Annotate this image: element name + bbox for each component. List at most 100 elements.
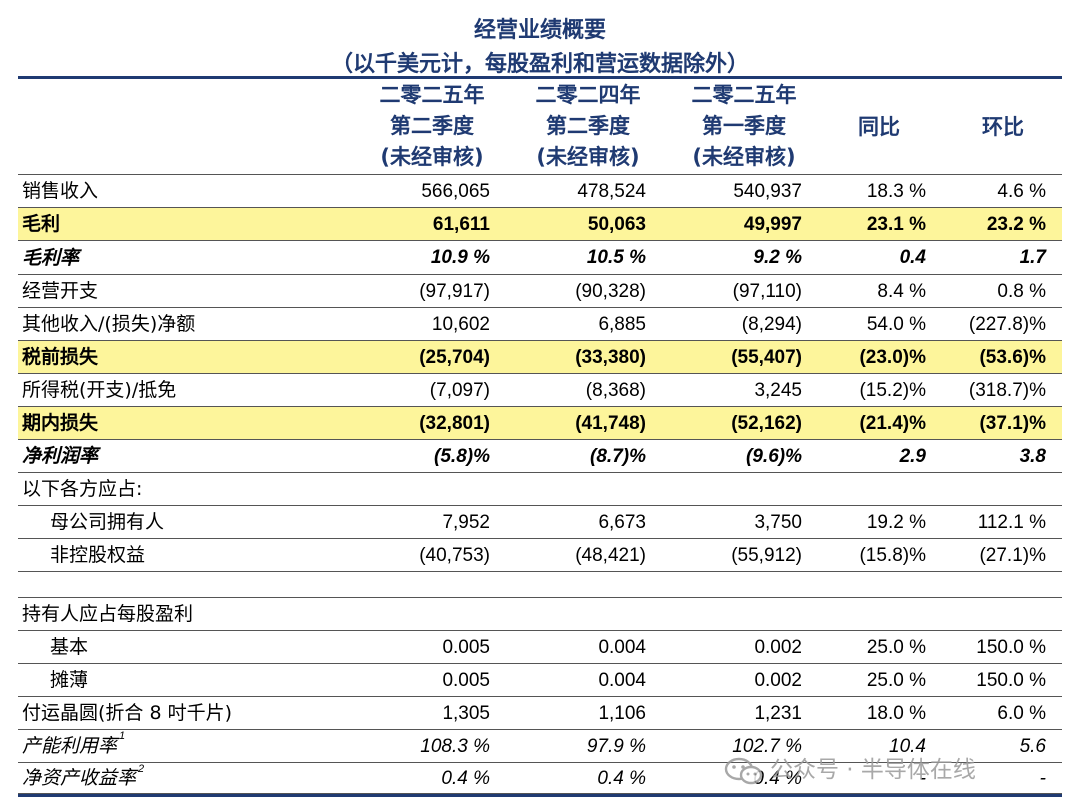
cell-2025q1: (55,407) bbox=[731, 347, 802, 368]
row-label: 销售收入 bbox=[22, 180, 99, 202]
cell-yoy: 23.1 % bbox=[866, 214, 926, 235]
row-label: 基本 bbox=[50, 636, 89, 658]
cell-qoq: - bbox=[1039, 768, 1046, 789]
cell-2024q2: 0.4 % bbox=[597, 768, 646, 789]
table-row-eps: 持有人应占每股盈利 bbox=[18, 598, 1062, 631]
cell-qoq: (227.8)% bbox=[968, 314, 1046, 335]
column-header-2025-q2: 二零二五年 第二季度 (未经审核) bbox=[379, 83, 485, 169]
row-label: 付运晶圆(折合 8 吋千片) bbox=[22, 702, 232, 724]
cell-2024q2: (8,368) bbox=[585, 380, 646, 401]
cell-2025q2: (32,801) bbox=[419, 413, 490, 434]
cell-yoy: 0.4 bbox=[899, 247, 926, 268]
row-label: 净资产收益率 bbox=[22, 767, 137, 789]
cell-2024q2: 6,673 bbox=[598, 512, 646, 533]
cell-2025q2: 61,611 bbox=[432, 214, 490, 235]
table-header: 二零二五年 第二季度 (未经审核) 二零二四年 第二季度 (未经审核) 二零二五… bbox=[18, 80, 1062, 175]
cell-qoq: 150.0 % bbox=[976, 637, 1046, 658]
cell-2025q2: (7,097) bbox=[429, 380, 490, 401]
cell-2025q1: 0.4 % bbox=[753, 768, 802, 789]
cell-2024q2: 6,885 bbox=[598, 314, 646, 335]
cell-2025q1: 102.7 % bbox=[732, 736, 802, 757]
cell-yoy: 19.2 % bbox=[866, 512, 926, 533]
cell-yoy: (15.2)% bbox=[859, 380, 926, 401]
row-label: 其他收入/(损失)净额 bbox=[22, 313, 196, 335]
wechat-icon bbox=[724, 757, 763, 784]
cell-yoy: - bbox=[919, 768, 926, 789]
cell-2025q1: 1,231 bbox=[754, 703, 802, 724]
cell-qoq: 5.6 bbox=[1019, 736, 1046, 757]
cell-2025q1: (52,162) bbox=[731, 413, 802, 434]
bottom-rule bbox=[18, 794, 1062, 797]
cell-2025q1: (97,110) bbox=[732, 281, 802, 302]
cell-2025q2: 566,065 bbox=[421, 181, 490, 202]
cell-2025q1: 3,750 bbox=[754, 512, 802, 533]
table-row-loss-before-tax: 税前损失 (25,704) (33,380) (55,407) (23.0)% (53.6… bbox=[18, 341, 1062, 374]
cell-2025q2: (5.8)% bbox=[434, 446, 490, 467]
cell-qoq: 3.8 bbox=[1019, 446, 1046, 467]
cell-yoy: (15.8)% bbox=[859, 545, 926, 566]
table-row-income-tax: 所得税(开支)/抵免 (7,097) (8,368) 3,245 (15.2)% (318… bbox=[18, 374, 1062, 407]
table-row-wafer-shipments: 付运晶圆(折合 8 吋千片) 1,305 1,106 1,231 18.0 % 6.0 % bbox=[18, 697, 1062, 730]
cell-2025q1: (55,912) bbox=[731, 545, 802, 566]
cell-yoy: 54.0 % bbox=[866, 314, 926, 335]
cell-2024q2: 0.004 bbox=[598, 670, 646, 691]
row-label: 期内损失 bbox=[22, 412, 99, 434]
cell-qoq: 0.8 % bbox=[997, 281, 1046, 302]
report-subtitle: （以千美元计，每股盈利和营运数据除外） bbox=[330, 52, 749, 77]
table-row-period-loss: 期内损失 (32,801) (41,748) (52,162) (21.4)% (37.1… bbox=[18, 407, 1062, 440]
cell-yoy: 8.4 % bbox=[877, 281, 926, 302]
table-row-eps-diluted: 摊薄 0.005 0.004 0.002 25.0 % 150.0 % bbox=[18, 664, 1062, 697]
table-row-eps-basic: 基本 0.005 0.004 0.002 25.0 % 150.0 % bbox=[18, 631, 1062, 664]
table-row-utilization: 产能利用率 1 108.3 % 97.9 % 102.7 % 10.4 5.6 bbox=[18, 730, 1062, 763]
cell-2025q2: 1,305 bbox=[442, 703, 490, 724]
cell-yoy: (21.4)% bbox=[859, 413, 926, 434]
cell-2025q2: 0.4 % bbox=[441, 768, 490, 789]
cell-yoy: 18.3 % bbox=[866, 181, 926, 202]
cell-2024q2: (8.7)% bbox=[590, 446, 646, 467]
cell-qoq: 23.2 % bbox=[986, 214, 1046, 235]
cell-2024q2: (90,328) bbox=[575, 281, 646, 302]
cell-2025q2: (40,753) bbox=[419, 545, 490, 566]
row-label: 毛利率 bbox=[22, 247, 80, 269]
cell-2025q2: 7,952 bbox=[442, 512, 490, 533]
cell-qoq: 4.6 % bbox=[997, 181, 1046, 202]
table-row-other-income: 其他收入/(损失)净额 10,602 6,885 (8,294) 54.0 % (227.… bbox=[18, 308, 1062, 341]
report-title: 经营业绩概要 bbox=[473, 18, 606, 43]
cell-2024q2: 97.9 % bbox=[586, 736, 646, 757]
cell-yoy: 18.0 % bbox=[866, 703, 926, 724]
cell-qoq: 6.0 % bbox=[997, 703, 1046, 724]
table-row-roe: 净资产收益率 2 0.4 % 0.4 % 0.4 % - - bbox=[18, 763, 1062, 794]
cell-qoq: 150.0 % bbox=[976, 670, 1046, 691]
cell-2025q2: 10.9 % bbox=[430, 247, 490, 268]
cell-2024q2: 478,524 bbox=[577, 181, 646, 202]
table-row-gross-profit: 毛利 61,611 50,063 49,997 23.1 % 23.2 % bbox=[18, 208, 1062, 241]
row-label: 非控股权益 bbox=[50, 544, 146, 566]
column-header-2025-q1: 二零二五年 第一季度 (未经审核) bbox=[691, 83, 797, 169]
table-row-attributable: 以下各方应占: bbox=[18, 473, 1062, 506]
cell-2024q2: 0.004 bbox=[598, 637, 646, 658]
cell-yoy: 25.0 % bbox=[866, 670, 926, 691]
cell-qoq: (37.1)% bbox=[979, 413, 1046, 434]
cell-2025q1: 9.2 % bbox=[753, 247, 802, 268]
cell-yoy: 25.0 % bbox=[866, 637, 926, 658]
row-label: 持有人应占每股盈利 bbox=[22, 603, 194, 625]
table-row-opex: 经营开支 (97,917) (90,328) (97,110) 8.4 % 0.8 % bbox=[18, 275, 1062, 308]
cell-2025q1: (9.6)% bbox=[746, 446, 802, 467]
cell-2025q1: 3,245 bbox=[754, 380, 802, 401]
table-row-sales: 销售收入 566,065 478,524 540,937 18.3 % 4.6 % bbox=[18, 175, 1062, 208]
cell-2024q2: 1,106 bbox=[598, 703, 646, 724]
watermark: 公众号 · 半导体在线 bbox=[724, 752, 976, 788]
row-label: 毛利 bbox=[22, 213, 61, 235]
cell-2024q2: 10.5 % bbox=[586, 247, 646, 268]
cell-2024q2: 50,063 bbox=[587, 214, 646, 235]
row-label: 以下各方应占: bbox=[22, 478, 143, 500]
column-header-yoy: 同比 bbox=[858, 115, 900, 139]
cell-yoy: 10.4 bbox=[889, 736, 926, 757]
table-row-net-margin: 净利润率 (5.8)% (8.7)% (9.6)% 2.9 3.8 bbox=[18, 440, 1062, 473]
row-label: 母公司拥有人 bbox=[50, 511, 165, 533]
watermark-text: 公众号 · 半导体在线 bbox=[770, 757, 976, 783]
cell-2024q2: (41,748) bbox=[575, 413, 646, 434]
cell-2025q1: 0.002 bbox=[754, 670, 802, 691]
cell-yoy: (23.0)% bbox=[859, 347, 926, 368]
cell-2025q1: 0.002 bbox=[754, 637, 802, 658]
